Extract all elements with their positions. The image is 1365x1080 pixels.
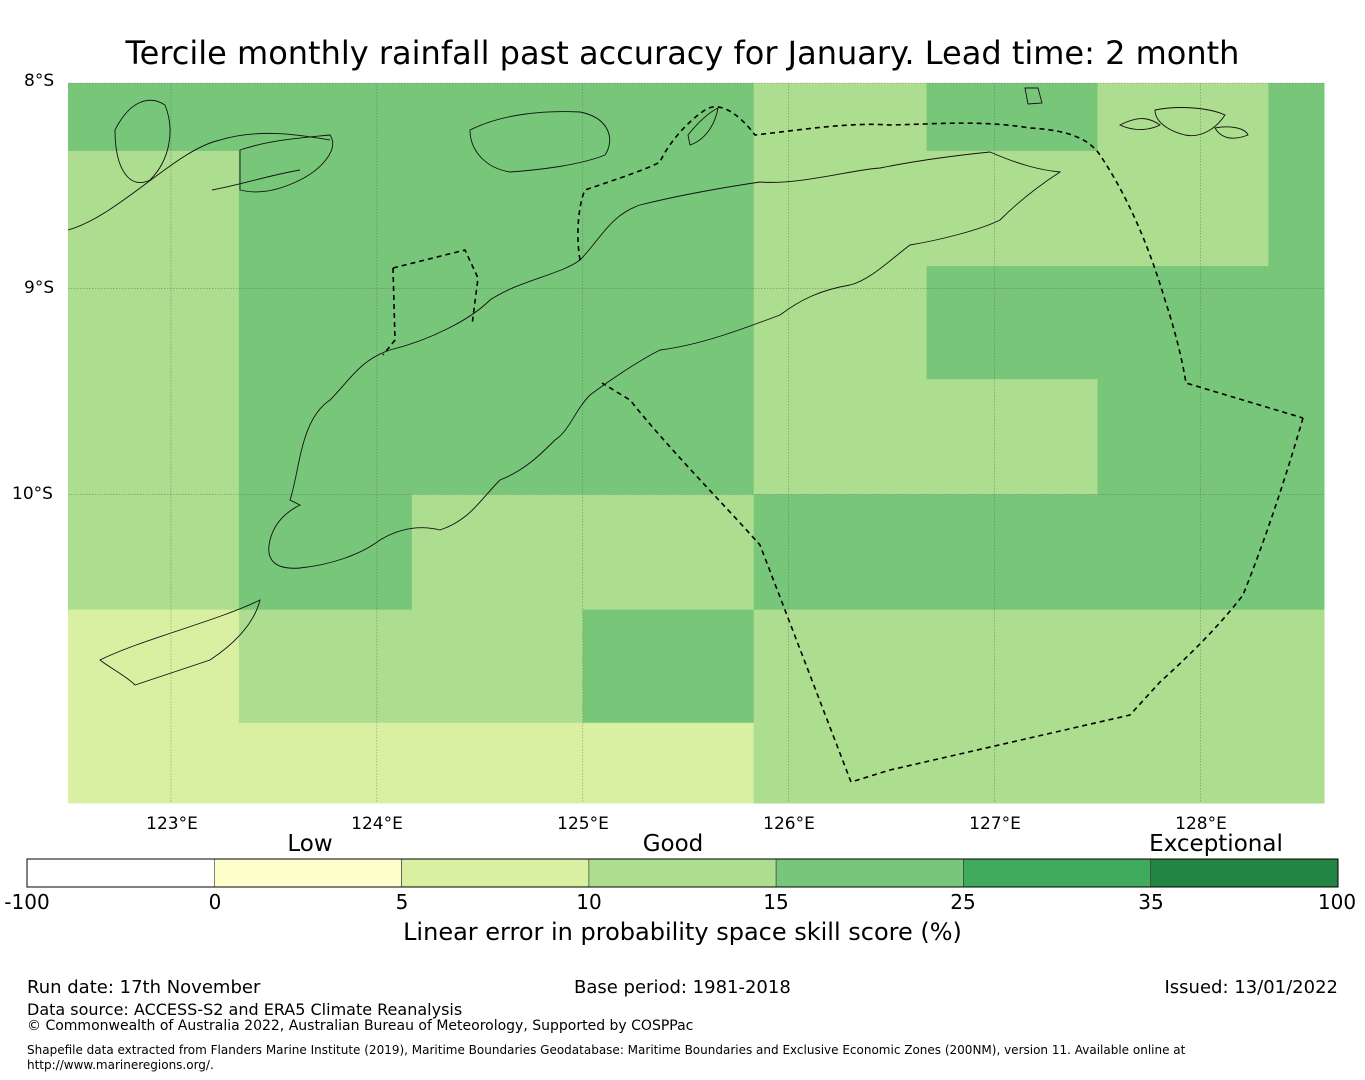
issued-date: Issued: 13/01/2022 [1164, 977, 1338, 998]
skill-cell [753, 494, 1325, 611]
skill-cell [926, 266, 1325, 380]
colorbar-category-good: Good [642, 831, 704, 857]
skill-cell [238, 494, 413, 611]
colorbar-tick: 100 [1317, 890, 1357, 914]
colorbar-category-low: Low [287, 831, 333, 857]
shapefile-url: http://www.marineregions.org/. [27, 1058, 214, 1072]
atauro-coastline [687, 107, 719, 146]
colorbar-frame [26, 858, 1339, 888]
colorbar-category-exceptional: Exceptional [1149, 831, 1283, 857]
colorbar-tick: 15 [763, 890, 789, 914]
small-islet [1024, 87, 1043, 105]
lon-label-127e: 127°E [969, 814, 1021, 834]
maritime-boundaries [382, 106, 1304, 783]
colorbar-swatch [963, 858, 1152, 888]
skill-cell [1268, 83, 1325, 267]
oecusse-boundary [382, 249, 479, 356]
skill-cell [1097, 83, 1269, 267]
skill-cell [238, 609, 584, 724]
lon-label-124e: 124°E [351, 814, 403, 834]
lon-label-126e: 126°E [763, 814, 815, 834]
skill-cell [238, 722, 755, 804]
colorbar-swatch [214, 858, 402, 888]
pantar-coastline [239, 134, 334, 193]
skill-cell [926, 83, 1098, 152]
skill-cell [68, 609, 240, 804]
colorbar-tick: 0 [208, 890, 222, 914]
lon-label-123e: 123°E [146, 814, 198, 834]
coastlines [67, 87, 1249, 686]
colorbar-swatch [401, 858, 590, 888]
chart-title: Tercile monthly rainfall past accuracy f… [125, 34, 1240, 72]
skill-cell [753, 609, 1325, 804]
copyright: © Commonwealth of Australia 2022, Austra… [27, 1018, 694, 1034]
colorbar-swatch [26, 858, 215, 888]
colorbar [26, 858, 1339, 888]
eez-boundary-north [577, 106, 1304, 419]
colorbar-swatch [588, 858, 777, 888]
timor-coastline [67, 132, 1062, 569]
lat-label-10s: 10°S [12, 484, 53, 504]
flores-coastline [114, 99, 171, 183]
colorbar-swatch [1150, 858, 1339, 888]
roti-island [99, 599, 261, 686]
skill-cell [68, 150, 240, 611]
lon-label-128e: 128°E [1175, 814, 1227, 834]
colorbar-tick: 35 [1138, 890, 1164, 914]
base-period: Base period: 1981-2018 [574, 977, 791, 998]
skill-cell [68, 83, 240, 152]
skill-cell [926, 379, 1098, 495]
colorbar-tick: -100 [4, 890, 50, 914]
colorbar-swatch [775, 858, 964, 888]
skill-cell [582, 609, 755, 724]
colorbar-tick: 25 [950, 890, 976, 914]
lon-label-125e: 125°E [557, 814, 609, 834]
wetar-coastline [1118, 107, 1249, 139]
graticule [68, 82, 1324, 803]
colorbar-label: Linear error in probability space skill … [403, 918, 962, 946]
shapefile-credit: Shapefile data extracted from Flanders M… [27, 1043, 1186, 1057]
skill-grid [68, 83, 1325, 804]
colorbar-tick: 10 [576, 890, 602, 914]
data-source: Data source: ACCESS-S2 and ERA5 Climate … [27, 1000, 463, 1019]
run-date: Run date: 17th November [27, 977, 261, 998]
eez-boundary-south [601, 382, 1304, 783]
alor-coastline [469, 111, 611, 173]
colorbar-tick: 5 [395, 890, 409, 914]
lat-label-9s: 9°S [24, 278, 55, 298]
skill-cell [238, 83, 755, 495]
lat-label-8s: 8°S [24, 71, 55, 91]
skill-cell [1097, 379, 1325, 495]
